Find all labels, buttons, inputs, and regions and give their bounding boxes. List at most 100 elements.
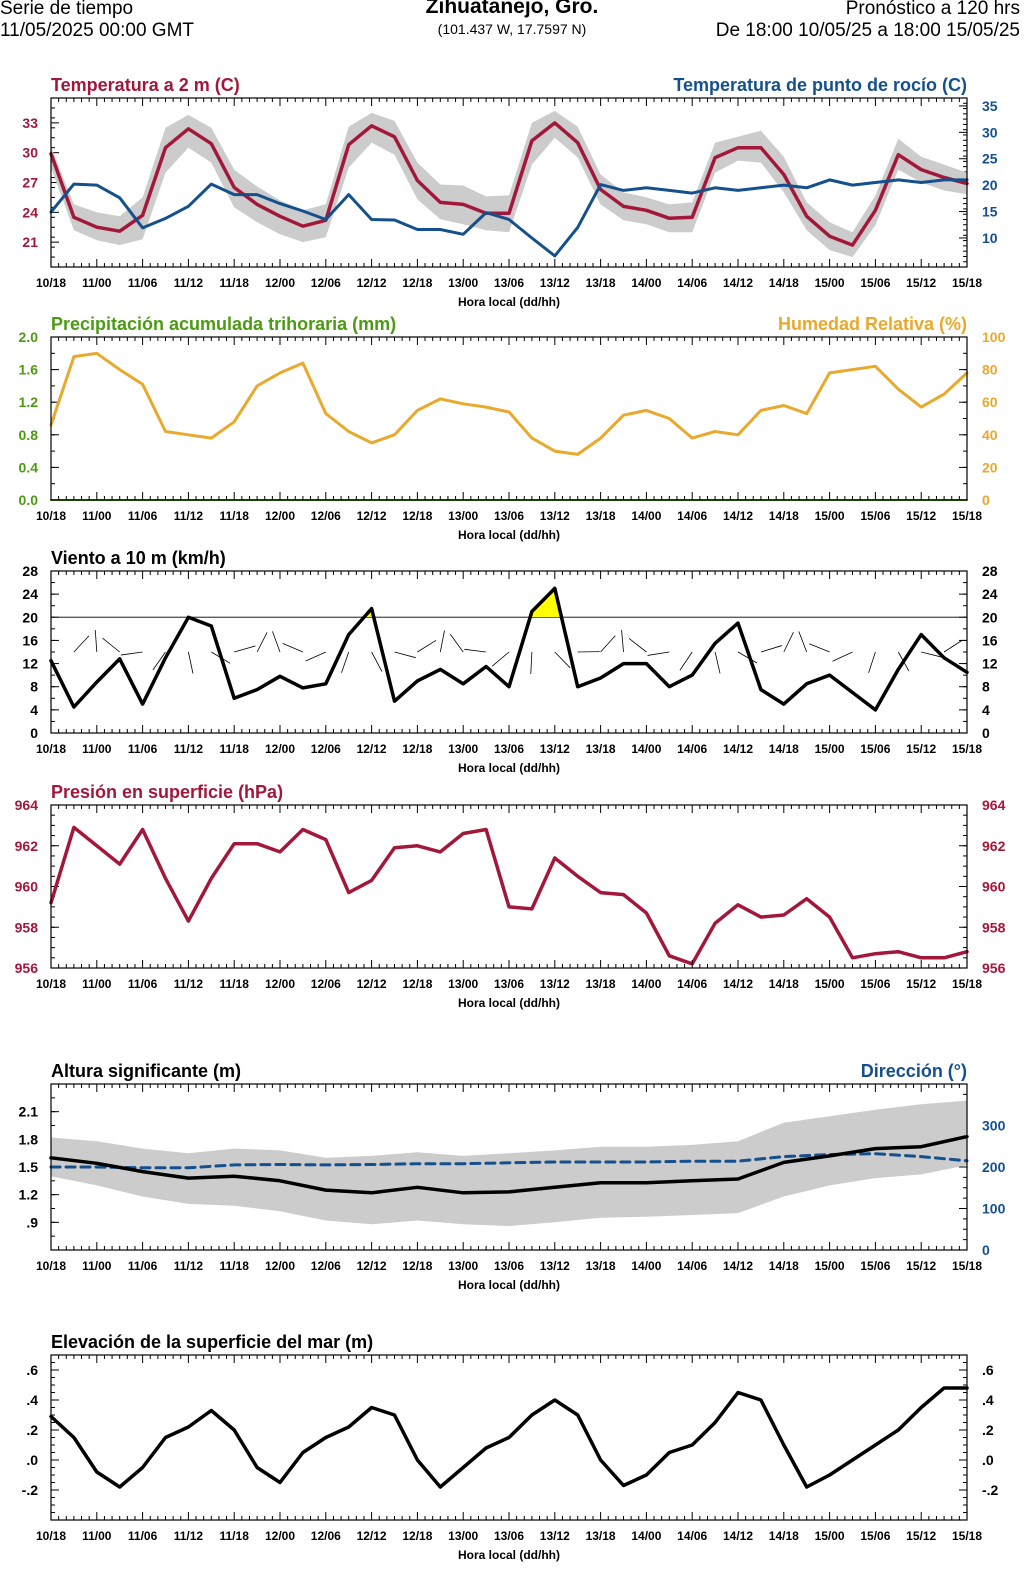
- wind-barb: [152, 651, 166, 671]
- wind-above-threshold-fill: [363, 588, 562, 618]
- wind-x-tick-label: 12/18: [402, 742, 432, 756]
- temperature-x-tick-label: 14/12: [723, 276, 753, 290]
- precip-y-tick-label-left: 0.8: [19, 427, 39, 443]
- wind-y-tick-label-left: 8: [30, 679, 38, 695]
- temperature-y-tick-label-right: 15: [982, 204, 998, 220]
- wave-x-tick-label: 11/18: [220, 1259, 250, 1273]
- sealevel-x-tick-label: 15/00: [815, 1529, 845, 1543]
- temperature-x-tick-label: 13/00: [448, 276, 478, 290]
- sealevel-y-tick-label-left: .0: [26, 1452, 38, 1468]
- wind-y-tick-label-left: 24: [22, 586, 38, 602]
- header-center: Zihuatanejo, Gro. (101.437 W, 17.7597 N): [0, 0, 1024, 40]
- wind-y-tick-label-right: 20: [982, 609, 998, 625]
- pressure-x-tick-label: 15/06: [860, 977, 890, 991]
- wave-title-left: Altura significante (m): [51, 1061, 241, 1081]
- pressure-x-tick-label: 12/06: [311, 977, 341, 991]
- pressure-x-tick-label: 11/12: [174, 977, 204, 991]
- temperature-x-tick-label: 12/12: [357, 276, 387, 290]
- wind-barb: [282, 643, 304, 653]
- temperature-y-tick-label-right: 10: [982, 230, 998, 246]
- precip-x-tick-label: 12/06: [311, 509, 341, 523]
- wind-y-tick-label-left: 28: [22, 563, 38, 579]
- wind-barb: [621, 630, 624, 653]
- sealevel-x-tick-label: 11/06: [128, 1529, 158, 1543]
- pressure-y-tick-label-right: 960: [982, 879, 1006, 895]
- wind-x-tick-label: 10/18: [36, 742, 66, 756]
- wave-x-tick-label: 12/00: [265, 1259, 295, 1273]
- wind-barb: [102, 637, 120, 653]
- temperature-x-tick-label: 10/18: [36, 276, 66, 290]
- wind-x-tick-label: 14/06: [677, 742, 707, 756]
- wind-barb: [760, 645, 783, 653]
- precip-x-tick-label: 13/00: [448, 509, 478, 523]
- wind-x-tick-label: 14/12: [723, 742, 753, 756]
- wind-barb: [120, 651, 143, 656]
- wave-x-tick-label: 14/18: [769, 1259, 799, 1273]
- sealevel-x-tick-label: 13/18: [586, 1529, 616, 1543]
- pressure-chart: 956 958 960 962 964 956 958 960 962 964 10/18 11/00…: [15, 782, 1006, 1010]
- wave-y-tick-label-right: 300: [982, 1118, 1006, 1134]
- pressure-title-left: Presión en superficie (hPa): [51, 782, 283, 802]
- precip-y-tick-label-right: 20: [982, 459, 998, 475]
- sealevel-y-tick-label-right: .2: [982, 1422, 994, 1438]
- wave-x-tick-label: 13/00: [448, 1259, 478, 1273]
- wave-height-line: [49, 1134, 969, 1195]
- pressure-y-tick-label-left: 964: [15, 797, 39, 813]
- precip-x-tick-label: 12/00: [265, 509, 295, 523]
- pressure-x-tick-label: 14/12: [723, 977, 753, 991]
- pressure-x-tick-label: 15/18: [952, 977, 982, 991]
- wind-barb: [188, 651, 194, 674]
- precip-x-tick-label: 12/12: [357, 509, 387, 523]
- wind-barb: [449, 633, 464, 653]
- temperature-title-left: Temperatura a 2 m (C): [51, 75, 240, 95]
- series-label: Serie de tiempo: [0, 0, 134, 19]
- temperature-y-tick-label-right: 35: [982, 98, 998, 114]
- wind-barb: [341, 651, 350, 673]
- wave-x-tick-label: 15/12: [906, 1259, 936, 1273]
- wave-y-tick-label-right: 200: [982, 1159, 1006, 1175]
- wave-x-axis-label: Hora local (dd/hh): [458, 1278, 560, 1292]
- wave-x-tick-label: 15/00: [815, 1259, 845, 1273]
- wind-barb: [714, 651, 721, 674]
- wind-chart: 0 4 8 12 16 20 24 28 0 4 8 12 16 20 24 28 10/18 11/00 11/0…: [22, 548, 997, 775]
- temperature-x-tick-label: 14/00: [631, 276, 661, 290]
- temperature-x-tick-label: 14/18: [769, 276, 799, 290]
- forecast-range: De 18:00 10/05/25 a 18:00 15/05/25: [715, 20, 1020, 41]
- header-right: Pronóstico a 120 hrs De 18:00 10/05/25 a…: [716, 0, 1020, 42]
- temperature-x-tick-label: 11/18: [220, 276, 250, 290]
- sealevel-x-axis-label: Hora local (dd/hh): [458, 1548, 560, 1562]
- precip-y-tick-label-right: 0: [982, 492, 990, 508]
- precip-x-tick-label: 10/18: [36, 509, 66, 523]
- wave-x-tick-label: 14/12: [723, 1259, 753, 1273]
- pressure-x-tick-label: 13/00: [448, 977, 478, 991]
- wind-y-tick-label-right: 4: [982, 702, 990, 718]
- sealevel-x-tick-label: 13/06: [494, 1529, 524, 1543]
- wind-barb: [272, 631, 281, 653]
- precip-y-tick-label-right: 100: [982, 329, 1006, 345]
- temperature-y-tick-label-left: 27: [22, 175, 38, 191]
- temperature-x-tick-label: 11/06: [128, 276, 158, 290]
- wind-x-tick-label: 13/06: [494, 742, 524, 756]
- wave-y-tick-label-left: 1.2: [19, 1187, 39, 1203]
- sealevel-x-tick-label: 12/06: [311, 1529, 341, 1543]
- wind-x-tick-label: 11/18: [220, 742, 250, 756]
- precip-y-tick-label-left: 0.0: [19, 492, 39, 508]
- wind-barb: [832, 651, 853, 662]
- sealevel-x-tick-label: 14/12: [723, 1529, 753, 1543]
- pressure-y-tick-label-right: 958: [982, 919, 1006, 935]
- wave-y-tick-label-left: .9: [26, 1214, 38, 1230]
- temperature-x-tick-label: 15/00: [815, 276, 845, 290]
- temperature-chart: 21 24 27 30 33 10 15 20 25 30 35 10/18 11/00 11/06 11/…: [22, 75, 997, 309]
- pressure-x-tick-label: 13/06: [494, 977, 524, 991]
- wind-y-tick-label-right: 12: [982, 656, 998, 672]
- precip-y-tick-label-left: 1.2: [19, 394, 39, 410]
- sealevel-y-tick-label-right: .6: [982, 1362, 994, 1378]
- forecast-length: Pronóstico a 120 hrs: [845, 0, 1020, 19]
- wave-x-tick-label: 12/06: [311, 1259, 341, 1273]
- wind-y-tick-label-left: 0: [30, 725, 38, 741]
- sealevel-x-tick-label: 13/00: [448, 1529, 478, 1543]
- precip-y-tick-label-left: 0.4: [19, 459, 39, 475]
- sealevel-y-tick-label-left: .4: [26, 1392, 38, 1408]
- sealevel-y-tick-label-left: .6: [26, 1362, 38, 1378]
- wind-x-tick-label: 13/00: [448, 742, 478, 756]
